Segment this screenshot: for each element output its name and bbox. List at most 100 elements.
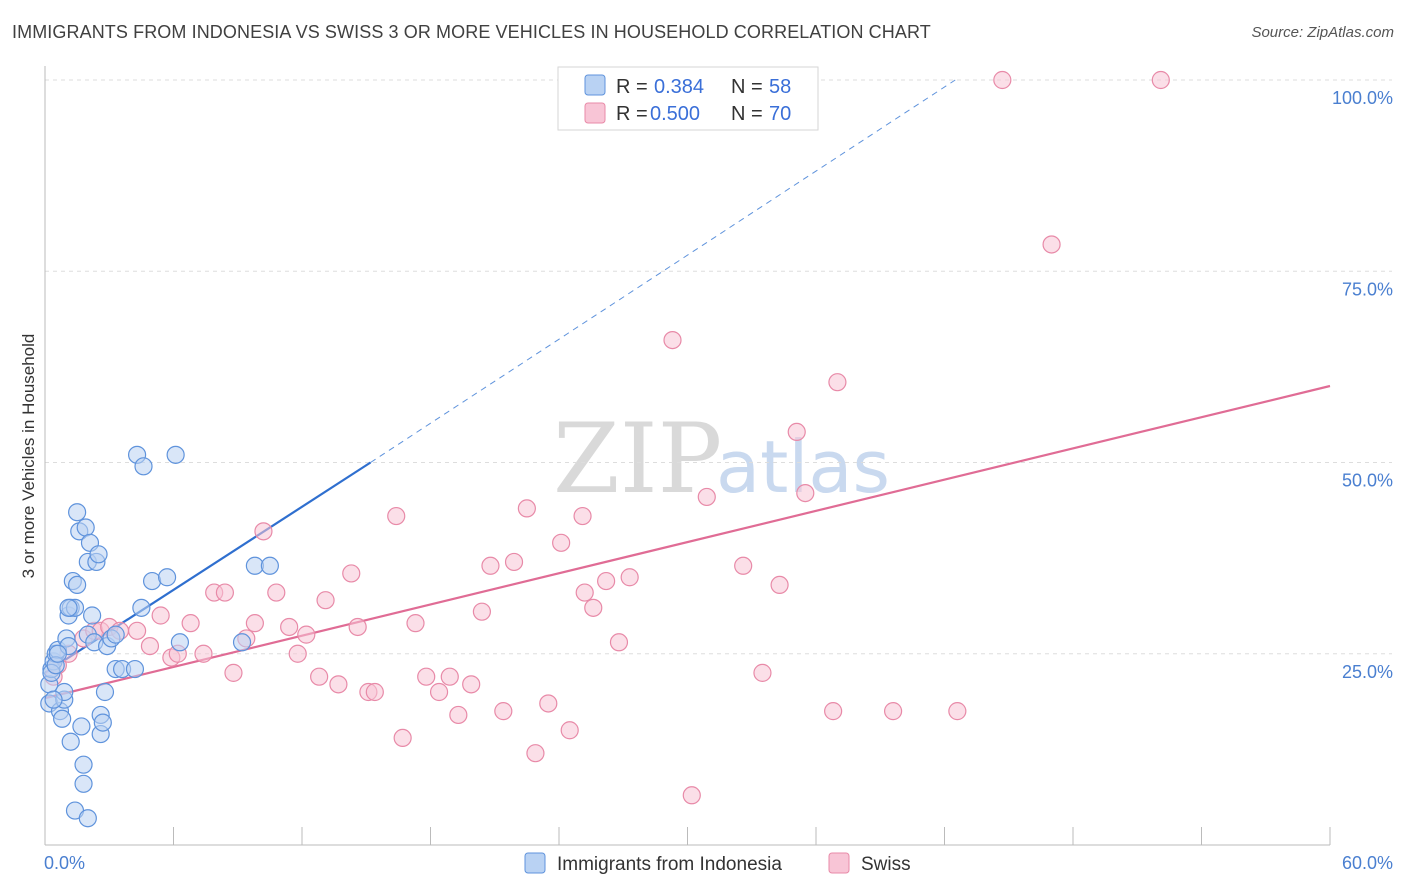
point-indonesia-50 [232, 633, 252, 652]
bottom-legend-swatch-swiss [828, 852, 850, 874]
y-tick-label-50: 50.0% [1342, 471, 1393, 491]
point-indonesia-24 [74, 774, 93, 793]
point-swiss-44 [517, 499, 536, 518]
point-indonesia-25 [76, 518, 95, 537]
point-swiss-52 [609, 633, 629, 652]
point-swiss-13 [181, 614, 200, 633]
point-swiss-16 [215, 583, 234, 602]
point-indonesia-45 [134, 457, 153, 476]
data-points [40, 70, 1170, 828]
y-axis-label: 3 or more Vehicles in Household [19, 334, 38, 579]
point-swiss-42 [494, 702, 513, 721]
point-indonesia-55 [48, 644, 67, 663]
point-swiss-51 [597, 571, 616, 591]
x-tick-label-min: 0.0% [44, 853, 85, 873]
point-swiss-37 [440, 667, 459, 686]
point-indonesia-32 [89, 545, 108, 564]
point-swiss-56 [697, 487, 716, 507]
point-indonesia-19 [68, 575, 87, 595]
point-swiss-48 [560, 721, 579, 740]
point-indonesia-14 [61, 732, 80, 751]
point-swiss-65 [948, 702, 967, 721]
stats-legend: R = 0.384 N = 58 R = 0.500 N = 70 [557, 66, 819, 131]
point-indonesia-9 [53, 709, 72, 728]
point-swiss-41 [481, 556, 500, 575]
point-swiss-38 [449, 705, 468, 725]
legend-n-label-2: N = [731, 103, 763, 125]
point-swiss-20 [254, 522, 273, 541]
point-swiss-58 [753, 663, 772, 682]
point-swiss-53 [620, 568, 639, 587]
point-swiss-43 [504, 552, 524, 572]
point-indonesia-52 [260, 556, 279, 575]
x-tick-label-max: 60.0% [1342, 853, 1393, 873]
point-indonesia-42 [125, 659, 145, 679]
point-swiss-57 [734, 556, 753, 575]
point-swiss-31 [365, 682, 384, 702]
point-swiss-60 [787, 422, 806, 441]
legend-swatch-indonesia [584, 74, 606, 96]
point-swiss-29 [348, 617, 367, 637]
point-swiss-54 [663, 331, 682, 350]
point-swiss-19 [245, 614, 264, 633]
bottom-legend-swatch-indonesia [524, 852, 546, 874]
point-swiss-35 [417, 667, 436, 686]
point-swiss-24 [297, 625, 316, 644]
point-indonesia-48 [166, 445, 185, 464]
bottom-legend-label-swiss: Swiss [861, 854, 911, 875]
point-indonesia-23 [74, 755, 93, 774]
chart-title: IMMIGRANTS FROM INDONESIA VS SWISS 3 OR … [12, 22, 931, 42]
point-swiss-63 [828, 373, 847, 392]
point-swiss-28 [342, 564, 361, 583]
legend-r-value-2: 0.500 [650, 103, 700, 125]
legend-n-label-1: N = [731, 76, 763, 98]
point-swiss-26 [316, 591, 335, 610]
point-swiss-9 [140, 636, 160, 656]
point-indonesia-56 [59, 598, 78, 617]
point-swiss-45 [526, 744, 545, 763]
point-swiss-25 [310, 667, 329, 686]
source-credit: Source: ZipAtlas.com [1251, 24, 1394, 41]
bottom-legend-label-indonesia: Immigrants from Indonesia [557, 854, 782, 875]
point-swiss-32 [387, 506, 406, 526]
point-indonesia-20 [68, 503, 87, 522]
y-tick-label-100: 100.0% [1332, 88, 1393, 108]
point-swiss-21 [267, 583, 286, 602]
axes [44, 66, 1331, 846]
point-swiss-62 [824, 702, 843, 721]
point-swiss-17 [224, 663, 243, 682]
point-indonesia-36 [95, 682, 115, 702]
point-indonesia-46 [142, 571, 162, 591]
trend-line-swiss [44, 384, 1331, 700]
point-swiss-33 [393, 728, 412, 748]
point-indonesia-22 [72, 717, 91, 736]
point-swiss-39 [462, 675, 481, 694]
point-swiss-47 [552, 533, 571, 552]
point-swiss-8 [127, 621, 147, 640]
point-indonesia-49 [170, 633, 190, 652]
legend-r-label-1: R = [616, 76, 648, 98]
point-swiss-49 [573, 506, 592, 526]
point-swiss-66 [993, 70, 1012, 90]
point-swiss-10 [151, 606, 170, 625]
watermark-zip: ZIP [553, 403, 722, 515]
legend-n-value-1: 58 [769, 76, 791, 98]
point-swiss-50 [584, 598, 603, 617]
tick-labels: 25.0% 50.0% 75.0% 100.0% 0.0% 60.0% [44, 88, 1393, 873]
point-indonesia-44 [132, 598, 151, 617]
point-swiss-68 [1151, 70, 1170, 90]
point-indonesia-35 [93, 713, 112, 732]
point-swiss-34 [406, 614, 425, 633]
series-legend: Immigrants from Indonesia Swiss [524, 852, 911, 875]
y-tick-label-75: 75.0% [1342, 279, 1393, 299]
legend-swatch-swiss [584, 102, 606, 124]
point-indonesia-29 [83, 606, 102, 625]
point-swiss-23 [288, 644, 307, 663]
point-swiss-46 [539, 694, 558, 713]
point-swiss-64 [883, 702, 903, 721]
point-swiss-67 [1042, 235, 1061, 254]
point-swiss-59 [770, 575, 789, 595]
legend-n-value-2: 70 [769, 103, 791, 125]
point-swiss-22 [280, 617, 299, 637]
